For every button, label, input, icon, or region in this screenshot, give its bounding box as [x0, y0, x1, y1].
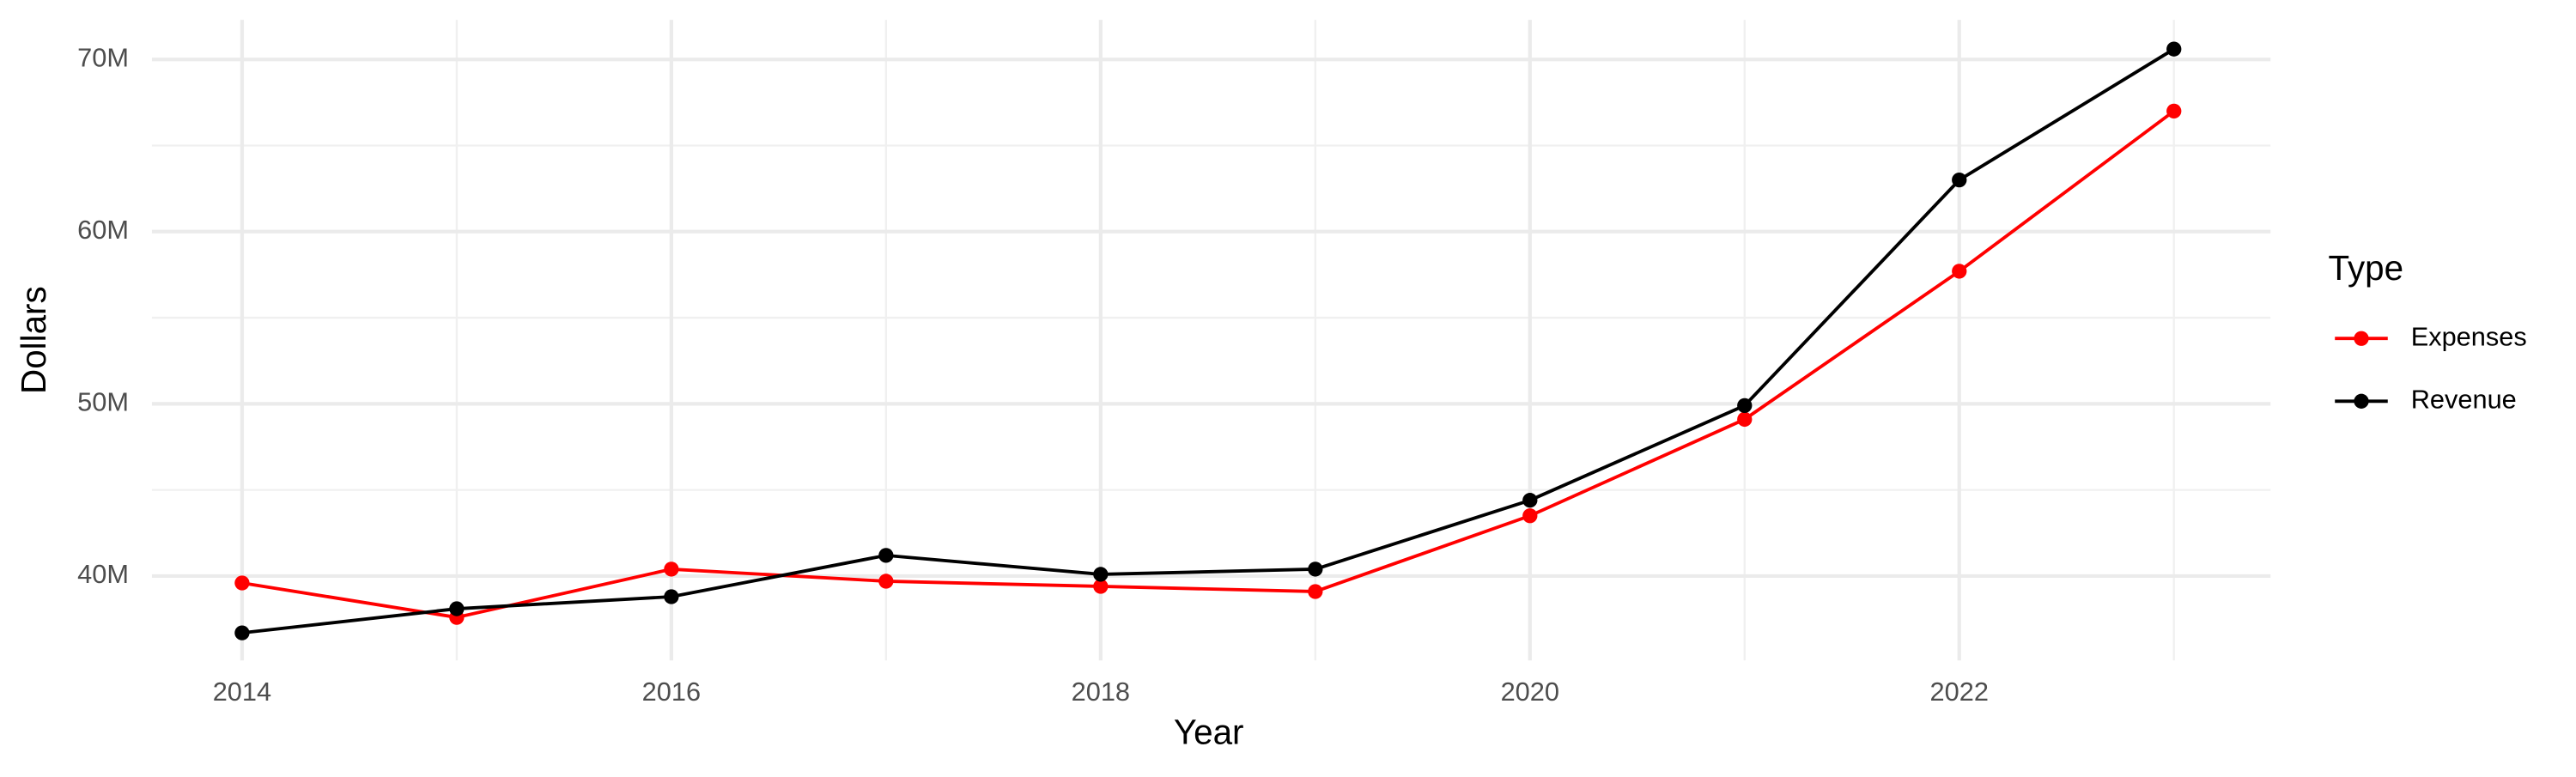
data-point — [878, 574, 894, 589]
x-tick-label: 2016 — [642, 677, 701, 707]
data-point — [1522, 493, 1538, 508]
data-point — [664, 589, 679, 604]
y-axis-title: Dollars — [14, 286, 53, 394]
y-tick-label: 40M — [77, 559, 129, 589]
data-point — [449, 601, 465, 616]
legend-label: Expenses — [2411, 321, 2527, 351]
series-line — [241, 47, 2175, 635]
data-point — [878, 548, 894, 563]
data-point — [1093, 579, 1109, 594]
data-point — [1308, 584, 1323, 599]
y-tick-label: 70M — [77, 42, 129, 72]
legend-title: Type — [2329, 248, 2404, 288]
legend-key-point — [2354, 331, 2369, 346]
x-tick-label: 2022 — [1930, 677, 1989, 707]
data-point — [1952, 172, 1967, 188]
series-line — [241, 109, 2175, 620]
x-axis-title: Year — [1174, 712, 1244, 751]
y-tick-label: 60M — [77, 215, 129, 245]
data-point — [1308, 562, 1323, 577]
x-tick-label: 2020 — [1501, 677, 1559, 707]
data-point — [1737, 411, 1753, 428]
legend-label: Revenue — [2411, 384, 2517, 414]
data-point — [1737, 398, 1753, 414]
data-point — [1952, 264, 1967, 279]
data-point — [234, 625, 250, 640]
data-point — [2166, 103, 2182, 119]
data-point — [234, 575, 250, 591]
legend-key-point — [2354, 393, 2369, 409]
data-point — [1522, 508, 1538, 524]
x-tick-label: 2014 — [213, 677, 271, 707]
data-point — [664, 562, 679, 577]
y-tick-label: 50M — [77, 386, 129, 416]
x-tick-label: 2018 — [1072, 677, 1130, 707]
data-point — [1093, 567, 1109, 582]
data-point — [2166, 41, 2182, 57]
